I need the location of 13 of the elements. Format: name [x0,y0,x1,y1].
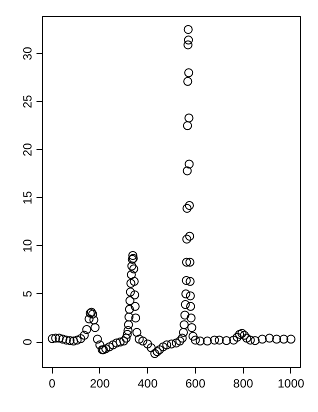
y-tick-label: 20 [20,142,34,156]
x-tick-label: 800 [233,376,254,390]
y-tick-label: 10 [20,238,34,253]
y-tick-label: 30 [20,46,34,60]
x-tick-label: 600 [185,376,206,390]
y-tick-label: 15 [20,190,34,204]
x-tick-label: 0 [48,376,56,390]
y-tick-label: 0 [20,338,34,346]
y-tick-label: 25 [20,94,34,108]
x-tick-label: 1000 [278,376,305,390]
y-tick-label: 5 [20,290,34,298]
x-tick-label: 400 [138,376,158,390]
x-tick-label: 200 [90,376,110,390]
